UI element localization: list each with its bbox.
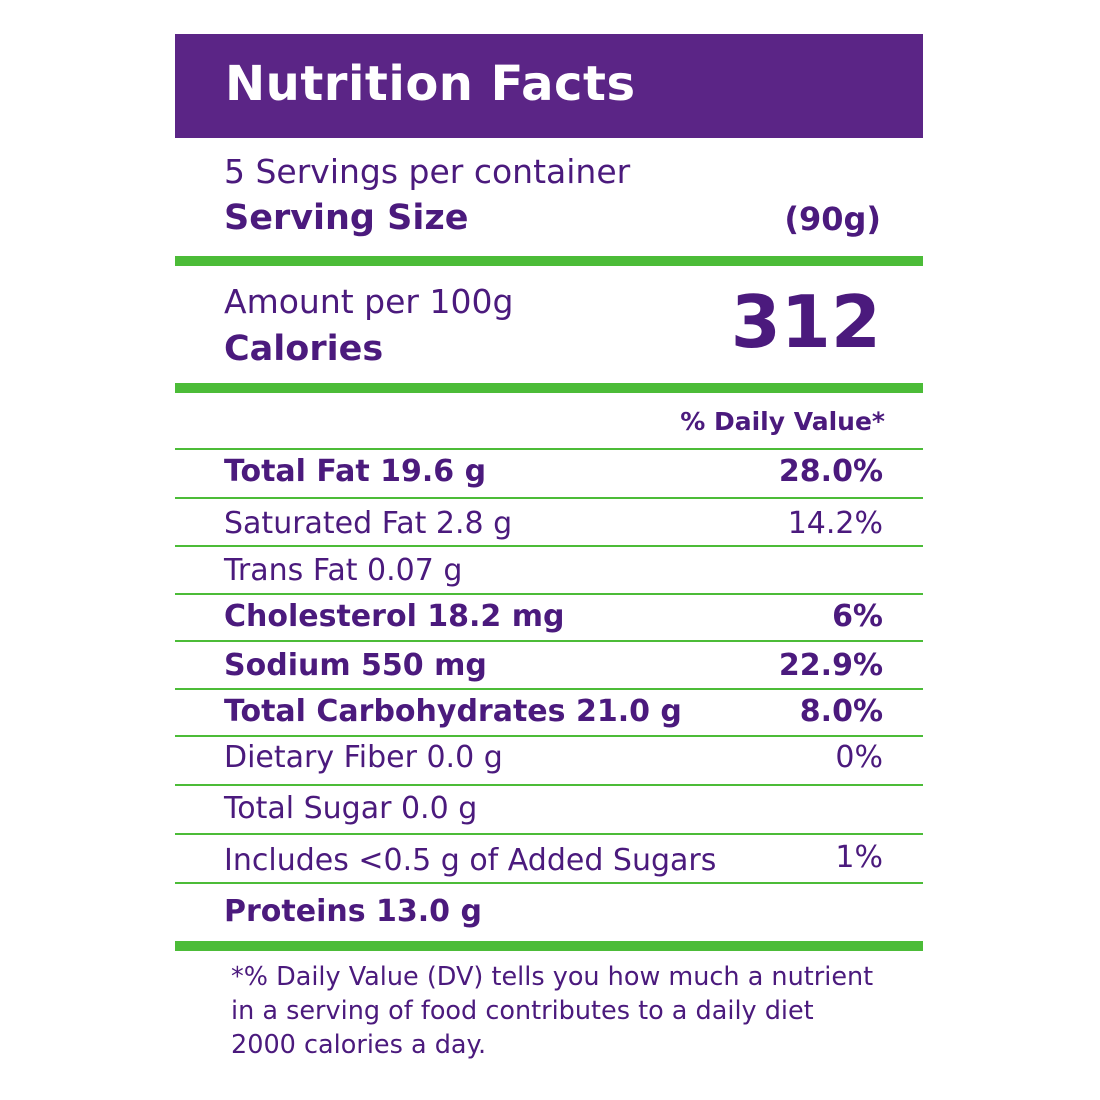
nutrient-name: Total Sugar 0.0 g [224,791,478,826]
divider-thick [175,256,923,266]
nutrient-name: Proteins 13.0 g [224,894,482,929]
amount-per-label: Amount per 100g [224,282,514,321]
label-header: Nutrition Facts [175,34,923,138]
nutrition-facts-label: Nutrition Facts 5 Servings per container… [175,34,923,951]
nutrient-name: Cholesterol 18.2 mg [224,599,565,634]
nutrient-daily-value: 0% [835,740,883,775]
nutrient-daily-value: 8.0% [799,694,883,729]
nutrient-name: Sodium 550 mg [224,648,487,683]
daily-value-header: % Daily Value* [175,393,923,450]
nutrient-name: Dietary Fiber 0.0 g [224,740,503,775]
nutrient-row: Sodium 550 mg 22.9% [175,642,923,690]
nutrient-daily-value: 6% [832,599,883,634]
footnote-line: in a serving of food contributes to a da… [231,996,814,1026]
calories-value: 312 [730,280,881,364]
nutrient-row: Includes <0.5 g of Added Sugars 1% [175,835,923,884]
serving-size-label: Serving Size [224,198,469,238]
servings-per-container: 5 Servings per container [224,152,631,191]
nutrient-row: Trans Fat 0.07 g [175,547,923,595]
daily-value-label: % Daily Value* [680,407,885,436]
divider-thick [175,941,923,951]
serving-info: 5 Servings per container Serving Size (9… [175,138,923,256]
footnote-line: *% Daily Value (DV) tells you how much a… [231,962,874,992]
divider-thick [175,383,923,393]
nutrient-list: Total Fat 19.6 g 28.0% Saturated Fat 2.8 g… [175,450,923,941]
nutrient-row: Saturated Fat 2.8 g 14.2% [175,499,923,547]
nutrient-row: Cholesterol 18.2 mg 6% [175,595,923,642]
nutrient-row: Total Carbohydrates 21.0 g 8.0% [175,690,923,737]
footnote-line: 2000 calories a day. [231,1030,487,1060]
nutrient-name: Trans Fat 0.07 g [224,553,463,588]
nutrient-daily-value: 1% [835,840,883,875]
nutrient-name: Total Carbohydrates 21.0 g [224,694,682,729]
nutrient-daily-value: 22.9% [778,648,883,683]
serving-size-value: (90g) [784,200,881,238]
nutrient-daily-value: 28.0% [778,454,883,489]
nutrient-name: Saturated Fat 2.8 g [224,506,513,541]
nutrient-row: Total Sugar 0.0 g [175,786,923,835]
label-title: Nutrition Facts [225,56,636,112]
calories-label: Calories [224,329,384,369]
nutrient-name: Total Fat 19.6 g [224,454,487,489]
nutrient-row: Proteins 13.0 g [175,884,923,941]
nutrient-daily-value: 14.2% [787,506,883,541]
nutrient-row: Dietary Fiber 0.0 g 0% [175,737,923,786]
calories-section: Amount per 100g Calories 312 [175,266,923,383]
footnote: *% Daily Value (DV) tells you how much a… [231,960,911,1062]
nutrient-name: Includes <0.5 g of Added Sugars [224,843,717,878]
nutrient-row: Total Fat 19.6 g 28.0% [175,450,923,499]
